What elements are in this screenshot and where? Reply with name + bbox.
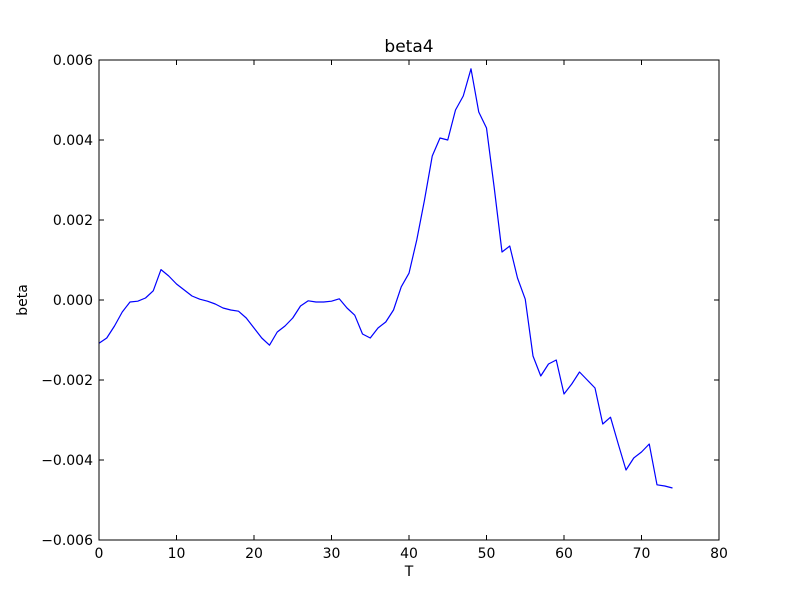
y-tick-label: 0.000 — [53, 293, 93, 309]
x-tick-label: 10 — [168, 546, 186, 562]
x-axis-label: T — [404, 564, 414, 580]
y-tick-label: 0.006 — [53, 53, 93, 69]
series-line — [98, 68, 673, 489]
x-tick-label: 60 — [555, 546, 573, 562]
x-tick-label: 50 — [478, 546, 496, 562]
x-axis: 0 10 20 30 40 50 60 70 80 — [95, 60, 728, 562]
x-tick-label: 70 — [633, 546, 651, 562]
y-axis-label: beta — [15, 284, 31, 316]
y-tick-label: −0.002 — [41, 373, 93, 389]
chart-title: beta4 — [384, 37, 433, 57]
x-tick-label: 30 — [323, 546, 341, 562]
x-tick-label: 0 — [95, 546, 104, 562]
x-tick-label: 20 — [245, 546, 263, 562]
x-tick-label: 80 — [710, 546, 728, 562]
y-axis: −0.006 −0.004 −0.002 0.000 0.002 0.004 0.006 — [41, 53, 719, 549]
y-tick-label: −0.006 — [41, 533, 93, 549]
y-tick-label: −0.004 — [41, 453, 93, 469]
plot-frame — [98, 59, 720, 541]
x-tick-label: 40 — [400, 546, 418, 562]
y-tick-label: 0.002 — [53, 213, 93, 229]
y-tick-label: 0.004 — [53, 133, 93, 149]
